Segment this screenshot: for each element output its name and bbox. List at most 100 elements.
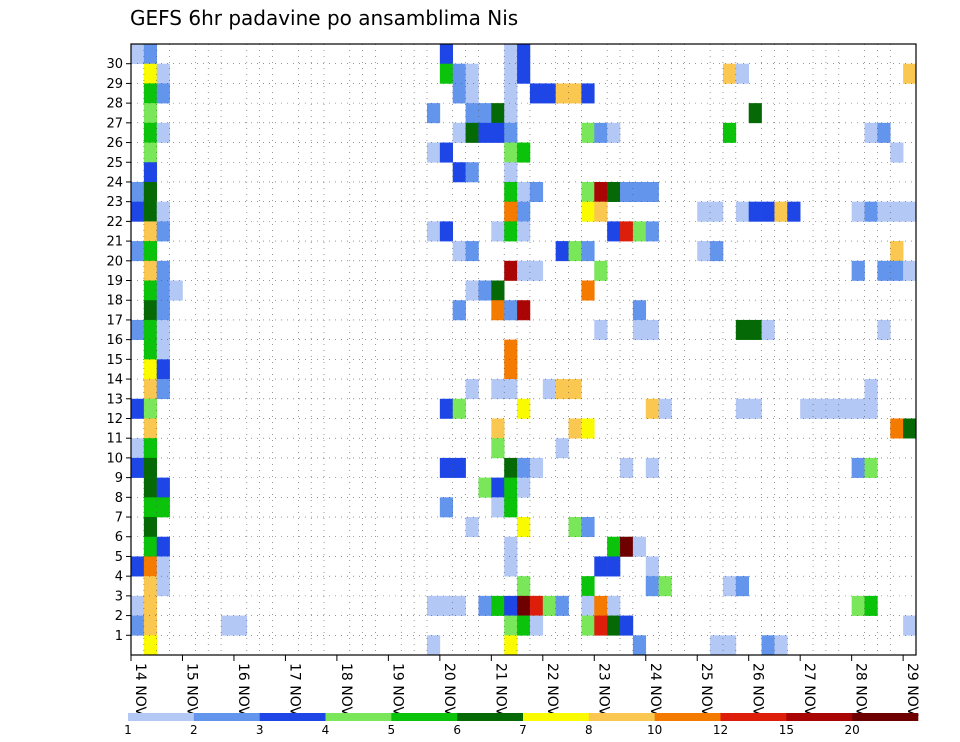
heatmap-cell — [465, 280, 479, 301]
heatmap-cell — [465, 517, 479, 538]
heatmap-cell — [491, 300, 505, 321]
heatmap-cell — [529, 260, 544, 281]
heatmap-cell — [131, 319, 145, 340]
heatmap-cell — [542, 595, 556, 616]
heatmap-cell — [581, 615, 595, 636]
heatmap-cell — [143, 280, 158, 301]
heatmap-cell — [465, 241, 479, 262]
heatmap-cell — [452, 595, 466, 616]
heatmap-cell — [156, 319, 170, 340]
heatmap-cell — [131, 595, 145, 616]
y-tick-label: 13 — [106, 392, 123, 407]
heatmap-cell — [439, 142, 454, 163]
heatmap-cell — [761, 201, 775, 222]
heatmap-cell — [439, 44, 454, 65]
y-tick-label: 11 — [106, 432, 123, 447]
heatmap-cell — [439, 398, 454, 419]
x-tick-label: 20 NOV — [441, 663, 457, 717]
heatmap-cell — [735, 63, 750, 84]
heatmap-cell — [131, 398, 145, 419]
heatmap-cell — [465, 379, 479, 400]
y-tick-label: 25 — [106, 156, 123, 171]
heatmap-cell — [517, 300, 531, 321]
heatmap-cell — [478, 477, 492, 498]
heatmap-cell — [143, 438, 158, 459]
x-tick-label: 29 NOV — [904, 663, 920, 717]
colorbar-label: 15 — [779, 723, 794, 737]
heatmap-cell — [658, 398, 672, 419]
heatmap-cell — [504, 635, 518, 656]
colorbar-swatch — [391, 713, 458, 721]
y-tick-label: 19 — [106, 274, 123, 289]
heatmap-cell — [143, 379, 158, 400]
heatmap-cell — [890, 241, 904, 262]
heatmap-cell — [877, 260, 891, 281]
heatmap-cell — [143, 260, 158, 281]
colorbar: 1 2 3 4 5 6 7 8 10 12 15 20 — [124, 713, 919, 737]
heatmap-cell — [581, 595, 595, 616]
y-tick-label: 14 — [106, 373, 123, 388]
heatmap-cell — [748, 398, 762, 419]
heatmap-cell — [864, 379, 878, 400]
colorbar-swatch — [852, 713, 919, 721]
x-tick-label: 21 NOV — [492, 663, 508, 717]
heatmap-cell — [491, 438, 505, 459]
heatmap-cell — [491, 379, 505, 400]
heatmap-cell — [632, 635, 647, 656]
x-tick-label: 16 NOV — [235, 663, 251, 717]
heatmap-cell — [156, 359, 170, 380]
colorbar-swatch — [457, 713, 524, 721]
y-tick-label: 8 — [115, 491, 123, 506]
heatmap-cell — [504, 615, 518, 636]
y-tick-label: 5 — [115, 550, 123, 565]
heatmap-cell — [156, 83, 170, 104]
heatmap-cell — [517, 44, 531, 65]
heatmap-cell — [131, 615, 145, 636]
heatmap-cell — [594, 260, 608, 281]
heatmap-cell — [517, 201, 531, 222]
colorbar-swatch — [259, 713, 326, 721]
heatmap-cell — [131, 181, 145, 202]
heatmap-cell — [581, 418, 595, 439]
heatmap-cell — [491, 595, 505, 616]
heatmap-cell — [903, 418, 917, 439]
heatmap-cell — [156, 477, 170, 498]
heatmap-cell — [555, 241, 569, 262]
heatmap-cell — [143, 63, 158, 84]
heatmap-cell — [761, 635, 775, 656]
heatmap-cell — [568, 379, 582, 400]
heatmap-cell — [903, 201, 917, 222]
x-tick-label: 24 NOV — [647, 663, 663, 717]
x-tick-label: 18 NOV — [338, 663, 354, 717]
x-tick-label: 25 NOV — [698, 663, 714, 717]
heatmap-cell — [529, 181, 544, 202]
heatmap-cell — [903, 615, 917, 636]
heatmap-cell — [504, 379, 518, 400]
heatmap-cell — [504, 556, 518, 577]
heatmap-cell — [517, 63, 531, 84]
colorbar-label: 20 — [845, 723, 860, 737]
heatmap-cell — [594, 201, 608, 222]
heatmap-cell — [632, 536, 647, 557]
heatmap-cell — [491, 122, 505, 143]
colorbar-label: 2 — [190, 723, 198, 737]
heatmap-cell — [903, 260, 917, 281]
heatmap-cell — [607, 556, 621, 577]
heatmap-cell — [581, 83, 595, 104]
heatmap-cell — [748, 103, 762, 124]
heatmap-cell — [426, 142, 441, 163]
heatmap-cell — [504, 497, 518, 518]
heatmap-cell — [517, 615, 531, 636]
heatmap-cell — [143, 241, 158, 262]
heatmap-cell — [864, 457, 878, 478]
heatmap-cell — [568, 241, 582, 262]
heatmap-cell — [504, 359, 518, 380]
heatmap-cell — [581, 576, 595, 597]
colorbar-label: 10 — [647, 723, 662, 737]
heatmap-cell — [478, 122, 492, 143]
heatmap-cell — [156, 280, 170, 301]
heatmap-cell — [504, 300, 518, 321]
heatmap-cell — [568, 418, 582, 439]
heatmap-cell — [658, 576, 672, 597]
heatmap-cell — [607, 221, 621, 242]
